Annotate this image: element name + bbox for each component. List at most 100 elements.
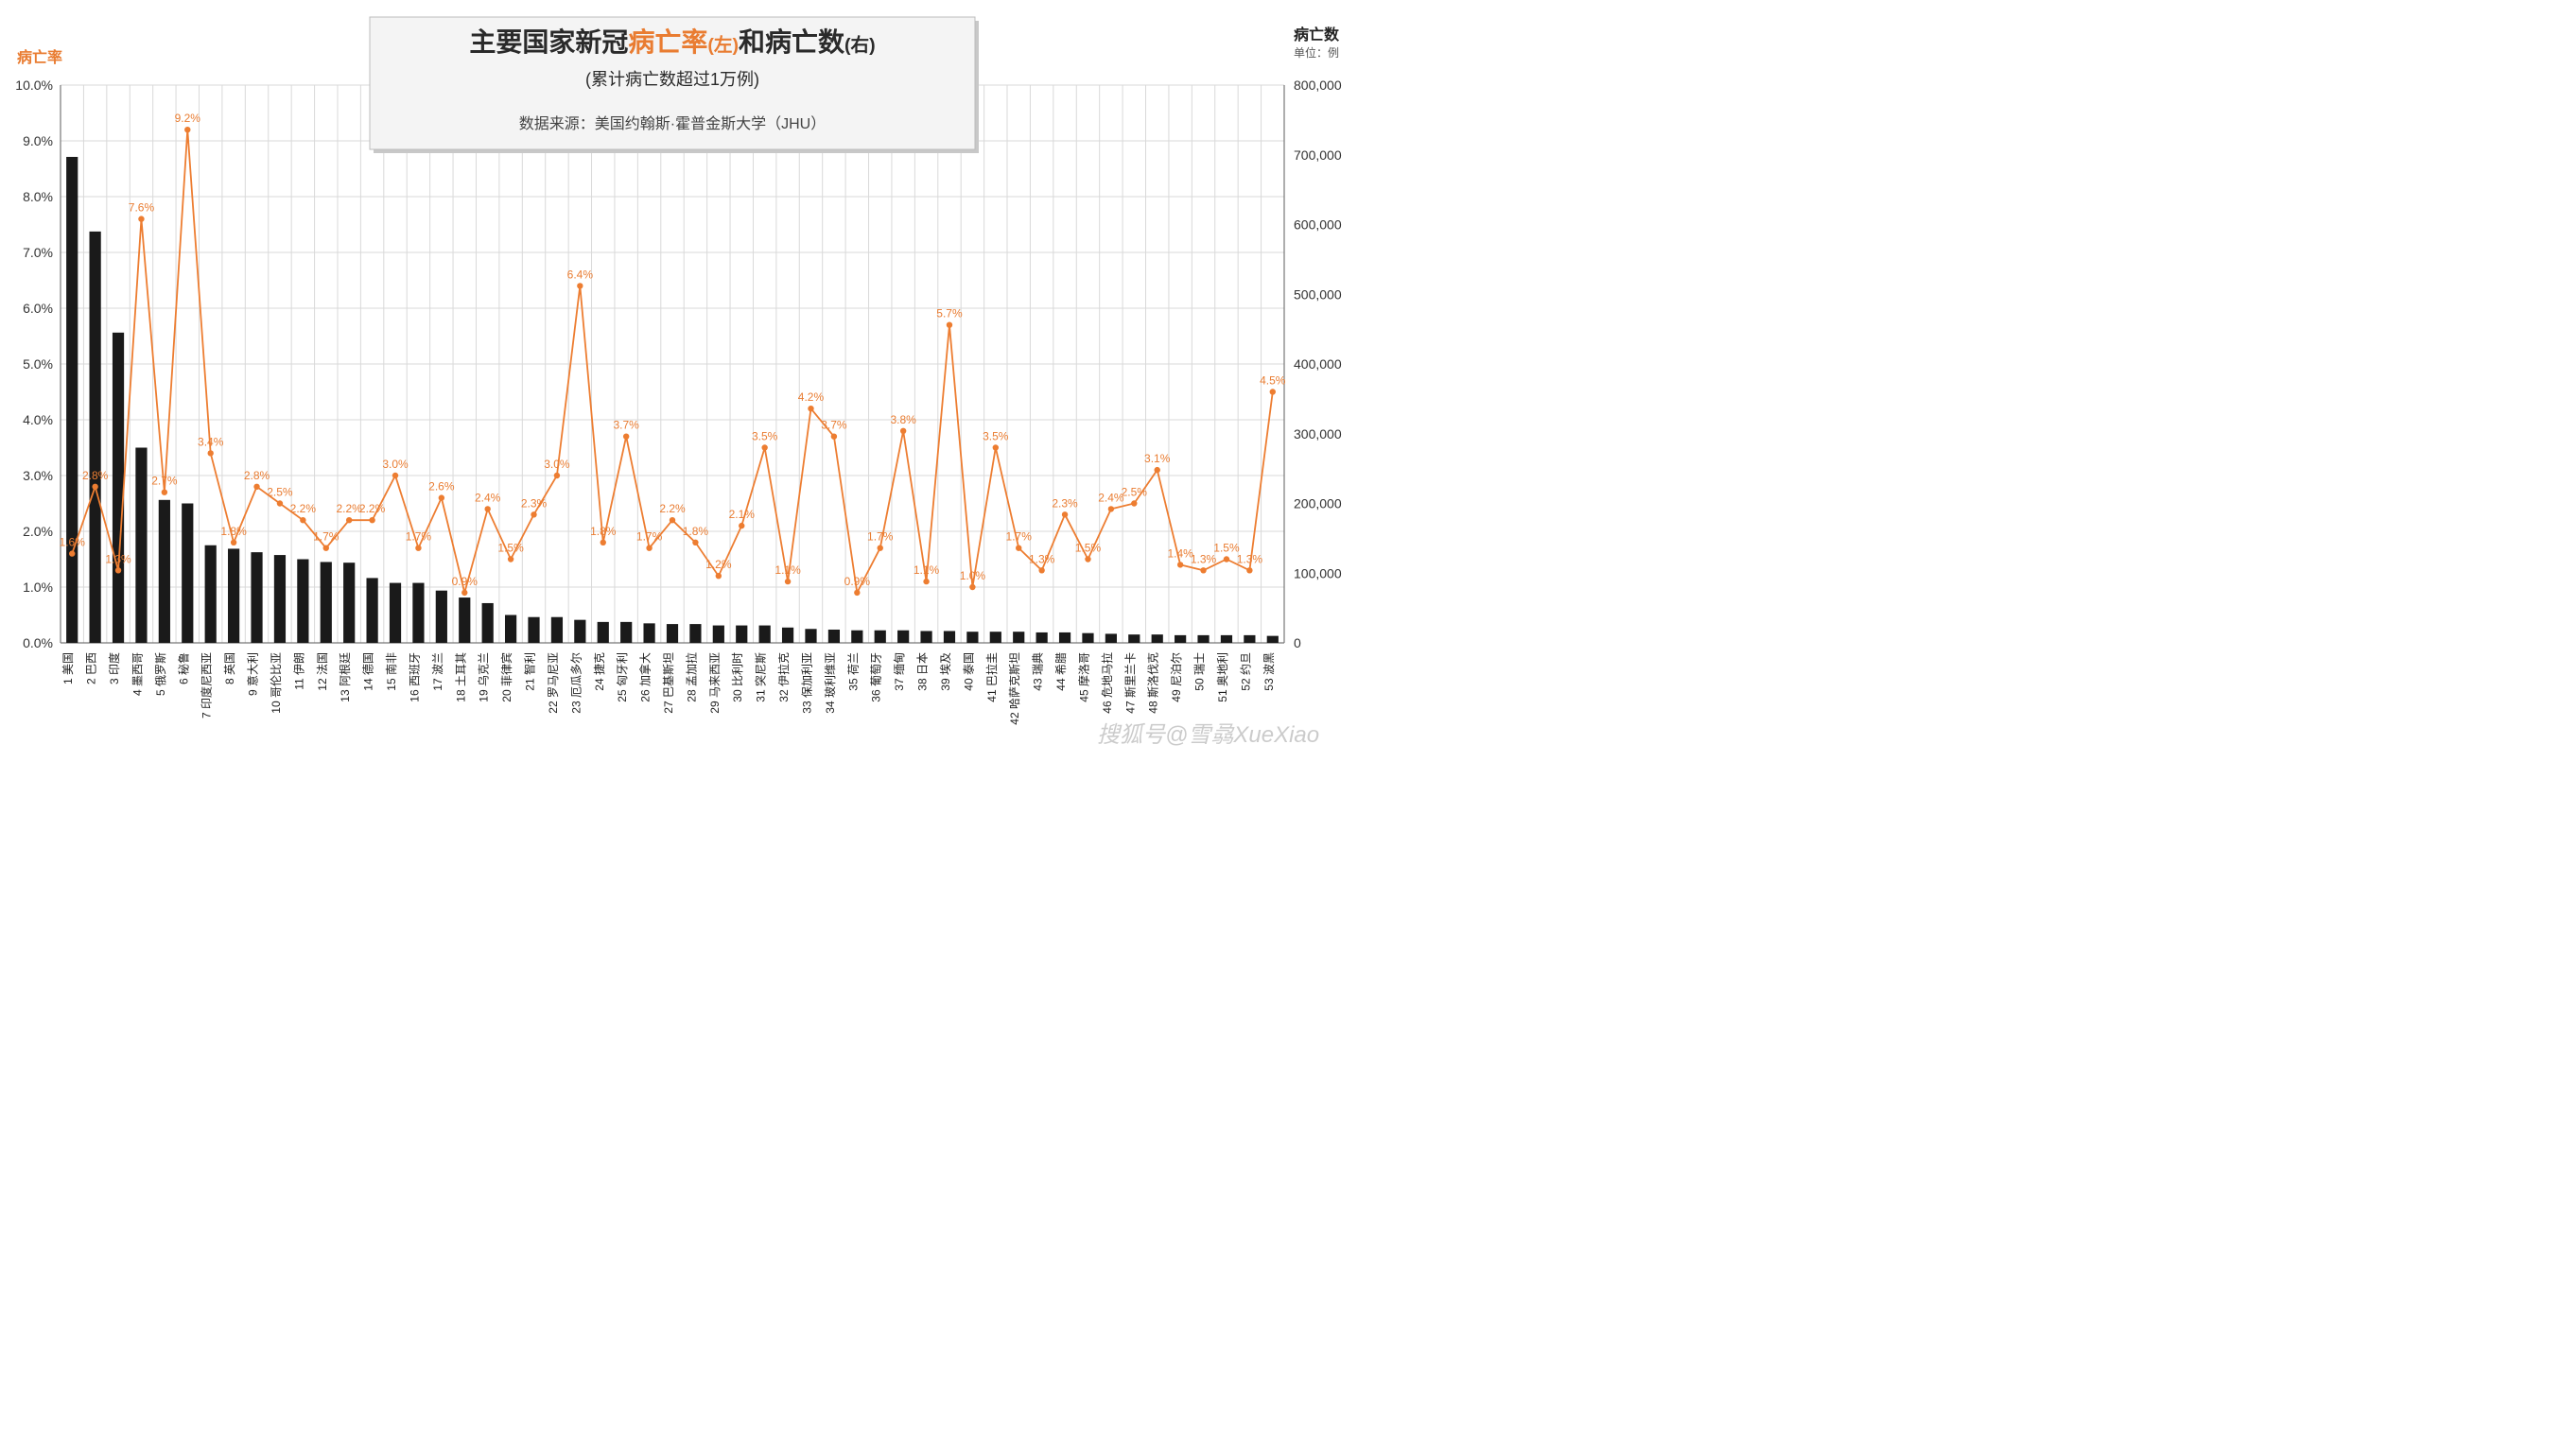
bar-deaths [159,500,170,643]
y-right-tick: 500,000 [1294,286,1342,302]
bar-deaths [482,603,494,643]
category-label: 26 加拿大 [638,652,653,702]
y-right-tick: 800,000 [1294,78,1342,93]
category-label: 48 斯洛伐克 [1146,652,1160,714]
marker-rate [854,590,860,596]
line-rate [72,130,1273,593]
bar-deaths [782,628,793,643]
marker-rate [878,545,883,551]
category-label: 27 巴基斯坦 [662,652,675,714]
category-label: 34 玻利维亚 [824,652,837,714]
rate-label: 0.9% [844,575,871,588]
category-label: 49 尼泊尔 [1169,652,1183,702]
bar-deaths [228,548,239,643]
category-label: 33 保加利亚 [800,652,813,714]
category-label: 13 阿根廷 [339,652,352,702]
rate-label: 1.7% [406,530,432,544]
chart-title: 主要国家新冠病亡率(左)和病亡数(右) [469,26,875,57]
bar-deaths [897,631,909,643]
bar-deaths [990,632,1001,643]
rate-label: 2.3% [1052,496,1078,510]
category-label: 21 智利 [523,652,537,691]
rate-label: 3.0% [544,458,570,471]
bar-deaths [828,630,840,643]
y-left-tick: 10.0% [15,78,53,93]
y-right-tick: 700,000 [1294,147,1342,163]
marker-rate [484,506,490,511]
bar-deaths [251,552,262,643]
marker-rate [300,517,305,523]
marker-rate [808,406,813,411]
marker-rate [138,216,144,221]
y-right-title: 病亡数 [1294,26,1340,43]
rate-label: 2.5% [1122,486,1148,499]
marker-rate [716,573,722,579]
y-left-tick: 6.0% [23,301,53,316]
marker-rate [115,567,121,573]
marker-rate [323,545,329,551]
rate-label: 2.4% [475,491,501,504]
marker-rate [1016,545,1021,551]
bar-deaths [367,578,378,643]
rate-label: 1.8% [220,525,247,538]
bar-deaths [1175,635,1186,643]
watermark: 搜狐号@雪骉XueXiao [1097,722,1319,748]
marker-rate [392,473,398,478]
rate-label: 4.5% [1260,374,1286,388]
y-left-tick: 9.0% [23,133,53,148]
bar-deaths [182,504,193,644]
rate-label: 3.5% [983,430,1009,443]
category-label: 35 荷兰 [846,652,860,691]
marker-rate [1108,506,1114,511]
marker-rate [508,556,513,562]
y-left-tick: 4.0% [23,412,53,427]
rate-label: 2.5% [267,486,293,499]
category-label: 39 埃及 [939,652,952,691]
marker-rate [369,517,374,523]
marker-rate [253,484,259,490]
category-label: 51 奥地利 [1216,652,1229,702]
bar-deaths [321,562,332,643]
marker-rate [993,444,999,450]
rate-label: 2.1% [729,508,756,521]
category-label: 19 乌克兰 [477,652,491,702]
marker-rate [831,434,837,440]
category-label: 36 葡萄牙 [870,652,883,702]
bar-deaths [1152,634,1163,643]
rate-label: 1.8% [590,525,617,538]
category-label: 1 美国 [61,652,75,684]
category-label: 18 土耳其 [454,652,467,702]
marker-rate [969,584,975,590]
marker-rate [415,545,421,551]
marker-rate [692,540,698,545]
marker-rate [1200,567,1206,573]
category-label: 50 瑞士 [1193,652,1207,691]
category-label: 3 印度 [107,652,121,684]
bar-deaths [412,583,424,643]
category-label: 25 匈牙利 [616,652,629,702]
chart-container: 0.0%1.0%2.0%3.0%4.0%5.0%6.0%7.0%8.0%9.0%… [0,0,1362,759]
bar-deaths [1128,634,1140,643]
rate-label: 1.8% [683,525,709,538]
bar-deaths [1105,633,1117,643]
marker-rate [785,579,791,584]
marker-rate [1062,511,1068,517]
bar-deaths [113,333,124,643]
category-label: 17 波兰 [431,652,444,691]
category-label: 4 墨西哥 [131,652,144,696]
bar-deaths [1036,632,1048,643]
category-label: 53 波黑 [1262,652,1276,691]
marker-rate [92,484,97,490]
rate-label: 1.3% [1237,552,1263,565]
marker-rate [1224,556,1229,562]
category-label: 5 俄罗斯 [154,652,167,696]
marker-rate [277,500,283,506]
bar-deaths [643,623,654,643]
category-label: 47 斯里兰卡 [1123,652,1137,714]
bar-deaths [574,620,585,643]
chart-svg: 0.0%1.0%2.0%3.0%4.0%5.0%6.0%7.0%8.0%9.0%… [0,0,1362,759]
rate-label: 6.4% [567,268,594,281]
category-label: 20 菲律宾 [499,652,513,702]
rate-label: 1.2% [705,558,732,571]
bar-deaths [1082,633,1093,643]
